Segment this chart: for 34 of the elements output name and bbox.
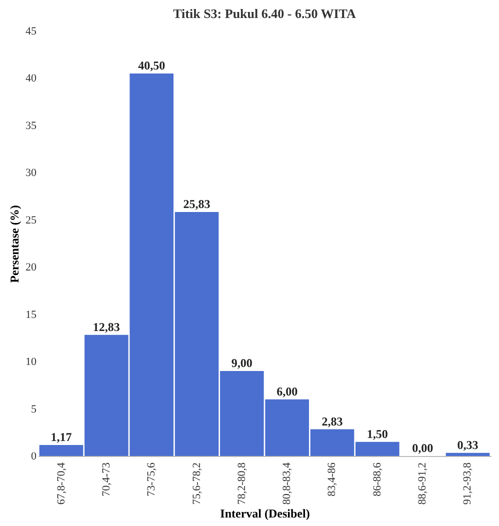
y-tick-label: 0 (31, 450, 37, 462)
x-tick-label: 67,8-70,4 (55, 462, 68, 505)
data-label: 40,50 (138, 58, 166, 72)
data-label: 2,83 (322, 414, 343, 428)
y-axis-title: Persentase (%) (8, 205, 22, 283)
y-tick-label: 45 (26, 26, 37, 38)
y-tick-label: 20 (26, 262, 37, 274)
x-tick-label: 88,6-91,2 (416, 462, 429, 505)
x-tick-label: 75,6-78,2 (190, 462, 203, 505)
x-tick-label: 86-88,6 (371, 462, 384, 496)
data-label: 0,33 (457, 438, 478, 452)
data-label: 9,00 (231, 356, 252, 370)
data-label: 0,00 (412, 441, 434, 455)
y-tick-label: 25 (26, 214, 37, 226)
y-tick-label: 30 (26, 167, 37, 180)
y-tick-label: 40 (26, 72, 37, 85)
data-label: 12,83 (92, 320, 120, 334)
y-tick-label: 15 (26, 308, 37, 321)
x-tick-label: 80,8-83,4 (281, 462, 294, 505)
x-tick-label: 83,4-86 (326, 462, 338, 496)
x-tick-label: 91,2-93,8 (462, 462, 474, 505)
bar (446, 452, 490, 456)
data-label: 1,50 (366, 426, 388, 441)
y-tick-label: 35 (26, 120, 37, 132)
y-tick-label: 5 (31, 403, 37, 416)
x-tick-label: 78,2-80,8 (236, 462, 248, 505)
x-tick-label: 70,4-73 (100, 462, 112, 496)
x-axis-title: Interval (Desibel) (220, 506, 310, 521)
data-label: 25,83 (183, 197, 210, 212)
y-tick-label: 10 (26, 356, 37, 368)
chart-title: Titik S3: Pukul 6.40 - 6.50 WITA (173, 6, 356, 21)
data-label: 6,00 (276, 384, 298, 398)
x-tick-label: 73-75,6 (146, 462, 158, 496)
data-label: 1,17 (50, 430, 72, 444)
